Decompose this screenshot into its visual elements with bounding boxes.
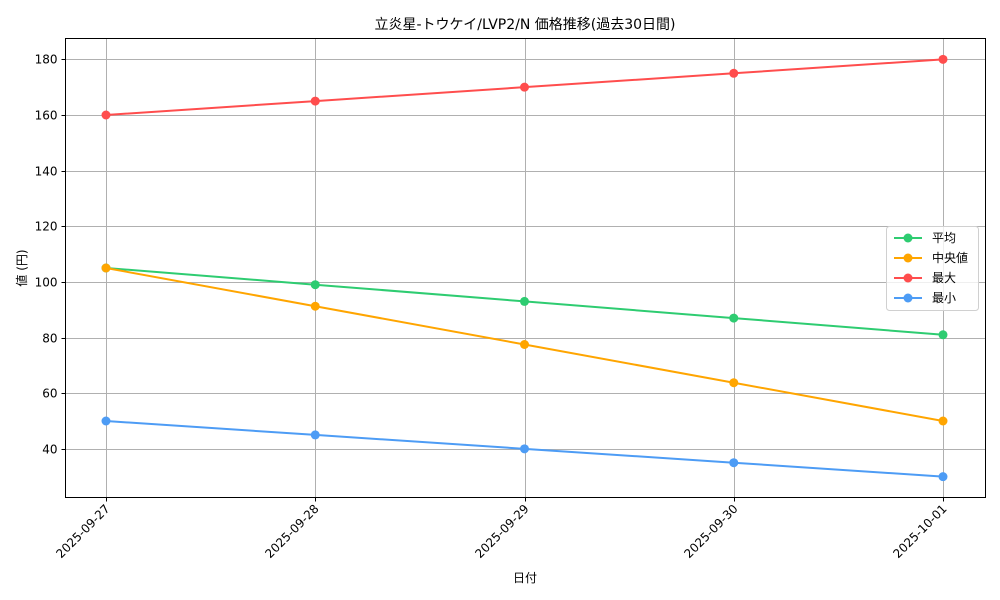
legend-marker-icon <box>903 293 913 303</box>
legend-marker-icon <box>903 273 913 283</box>
data-point-marker <box>101 416 111 426</box>
y-tick-label: 140 <box>35 165 58 179</box>
data-point-marker <box>101 110 111 120</box>
series-最小 <box>101 416 948 482</box>
legend-item: 最大 <box>894 271 956 285</box>
x-tick-label: 2025-09-30 <box>681 502 740 561</box>
data-point-marker <box>310 430 320 440</box>
legend-label: 最小 <box>932 291 956 305</box>
data-point-marker <box>729 68 739 78</box>
legend-item: 平均 <box>894 231 956 245</box>
x-tick-label: 2025-09-29 <box>472 502 531 561</box>
data-point-marker <box>520 296 529 306</box>
legend-label: 平均 <box>932 231 956 245</box>
y-tick-label: 40 <box>42 443 57 457</box>
y-tick-label: 120 <box>35 220 58 234</box>
data-point-marker <box>938 330 948 340</box>
data-point-marker <box>729 378 739 388</box>
y-tick-label: 60 <box>42 387 57 401</box>
legend-box <box>886 226 979 311</box>
data-point-marker <box>520 340 529 349</box>
y-tick-label: 180 <box>35 53 58 67</box>
grid-lines <box>65 38 986 498</box>
y-tick-label: 160 <box>35 109 58 123</box>
x-tick-label: 2025-10-01 <box>890 502 949 561</box>
y-tick-label: 80 <box>42 332 57 346</box>
data-point-marker <box>310 280 320 290</box>
data-point-marker <box>520 82 529 92</box>
data-point-marker <box>938 472 948 482</box>
x-tick-label: 2025-09-28 <box>262 502 321 561</box>
y-axis-ticks: 40 60 80 100 120 140 160 180 <box>35 53 66 457</box>
data-point-marker <box>101 263 111 273</box>
data-point-marker <box>520 444 529 454</box>
data-point-marker <box>310 96 320 106</box>
data-point-marker <box>729 458 739 468</box>
series-最大 <box>101 54 948 120</box>
legend-item: 中央値 <box>894 250 968 265</box>
legend-label: 中央値 <box>932 250 968 265</box>
x-axis-label: 日付 <box>513 571 537 585</box>
data-point-marker <box>310 301 320 311</box>
data-point-marker <box>938 54 948 64</box>
chart-title: 立炎星-トウケイ/LVP2/N 価格推移(過去30日間) <box>374 17 675 33</box>
y-axis-label: 値 (円) <box>14 249 29 286</box>
y-tick-label: 100 <box>35 276 58 290</box>
x-tick-label: 2025-09-27 <box>53 502 112 561</box>
series-中央値 <box>101 263 948 426</box>
data-point-marker <box>729 313 739 323</box>
data-point-marker <box>938 416 948 426</box>
legend-label: 最大 <box>932 271 956 285</box>
x-axis-ticks: 2025-09-27 2025-09-28 2025-09-29 2025-09-30… <box>53 497 950 561</box>
legend-item: 最小 <box>894 291 956 305</box>
legend-marker-icon <box>903 253 913 263</box>
series-lines <box>101 54 948 482</box>
legend-marker-icon <box>903 233 913 243</box>
series-平均 <box>101 263 948 340</box>
